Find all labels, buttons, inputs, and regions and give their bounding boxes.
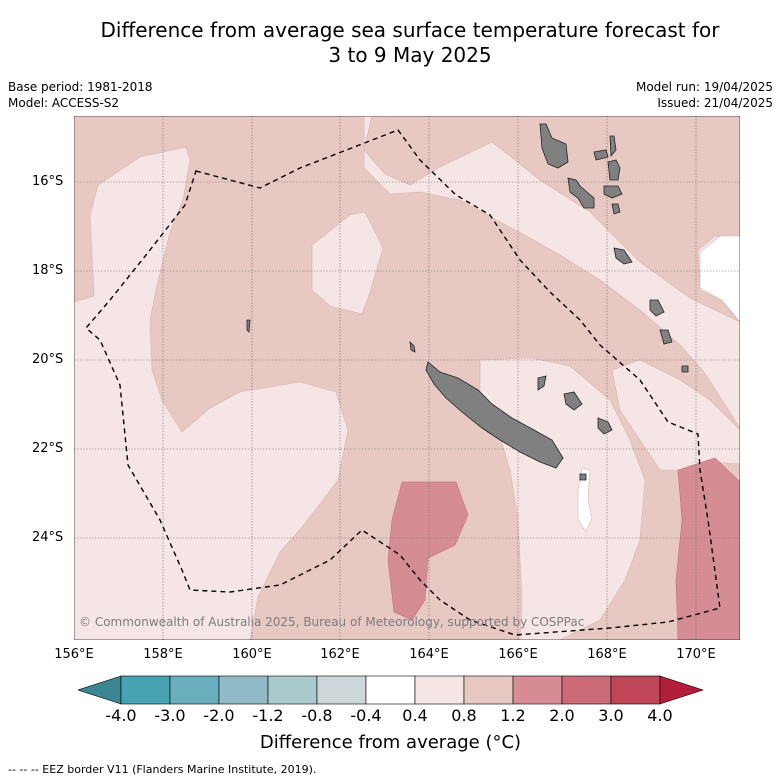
island [537, 375, 547, 391]
lat-tick-20s: 20°S [32, 352, 64, 367]
colorbar-title: Difference from average (°C) [259, 732, 522, 753]
colorbar-swatch [120, 675, 171, 705]
island [246, 319, 251, 333]
colorbar-swatch [610, 675, 661, 705]
island [681, 365, 689, 373]
lon-tick-166e: 166°E [498, 647, 538, 662]
chart-title: Difference from average sea surface temp… [40, 18, 780, 68]
lat-tick-22s: 22°S [32, 441, 64, 456]
copyright-text: © Commonwealth of Australia 2025, Bureau… [79, 615, 585, 629]
island [611, 203, 621, 215]
colorbar-label: -4.0 [105, 706, 137, 725]
new-caledonia-island [425, 361, 564, 469]
island [597, 417, 613, 435]
anomaly-region-0.4-0.8 [363, 116, 740, 640]
anomaly-region-neutral [577, 467, 593, 533]
lon-tick-162e: 162°E [320, 647, 360, 662]
sst-anomaly-map [74, 116, 740, 640]
land-masses [246, 123, 689, 481]
island [603, 185, 623, 199]
colorbar-over-arrow [659, 675, 704, 705]
island [649, 299, 665, 317]
colorbar-under-arrow [78, 675, 122, 705]
eez-footnote: -- -- -- EEZ border V11 (Flanders Marine… [8, 763, 317, 776]
colorbar-label: 3.0 [598, 706, 624, 725]
colorbar [78, 675, 704, 705]
graticule [74, 116, 740, 640]
colorbar-swatch [316, 675, 367, 705]
colorbar-swatch [561, 675, 612, 705]
anomaly-region-neutral [699, 235, 740, 323]
anomaly-region-0.4-0.8 [611, 359, 740, 471]
issued-text: Issued: 21/04/2025 [657, 96, 773, 110]
lon-tick-156e: 156°E [54, 647, 94, 662]
anomaly-region-0.4-0.8 [311, 211, 384, 315]
anomaly-region-0.4-0.8 [74, 146, 349, 640]
lat-tick-18s: 18°S [32, 263, 64, 278]
eez-border-line [85, 129, 721, 636]
model-run-text: Model run: 19/04/2025 [635, 80, 773, 94]
lon-tick-168e: 168°E [587, 647, 627, 662]
lat-tick-24s: 24°S [32, 530, 64, 545]
colorbar-swatch [218, 675, 269, 705]
base-period-text: Base period: 1981-2018 [8, 80, 153, 94]
colorbar-swatch [463, 675, 514, 705]
lon-tick-170e: 170°E [676, 647, 716, 662]
island [607, 159, 621, 181]
island [579, 473, 587, 481]
lon-tick-164e: 164°E [409, 647, 449, 662]
colorbar-label: 0.8 [451, 706, 477, 725]
island [593, 149, 609, 161]
colorbar-swatch [267, 675, 318, 705]
anomaly-region-1.2-2.0 [387, 481, 469, 621]
island [613, 247, 633, 265]
island [659, 329, 673, 345]
title-line-2: 3 to 9 May 2025 [328, 43, 492, 67]
colorbar-label: -1.2 [252, 706, 284, 725]
lat-tick-16s: 16°S [32, 174, 64, 189]
island [563, 391, 583, 411]
colorbar-label: -3.0 [154, 706, 186, 725]
island [539, 123, 569, 169]
colorbar-swatch [512, 675, 563, 705]
meta-left: Base period: 1981-2018 Model: ACCESS-S2 [8, 79, 153, 111]
colorbar-swatch [169, 675, 220, 705]
island [409, 340, 416, 353]
title-line-1: Difference from average sea surface temp… [100, 18, 720, 42]
island [609, 135, 617, 158]
lon-tick-160e: 160°E [232, 647, 272, 662]
colorbar-label: 4.0 [647, 706, 673, 725]
colorbar-label: 1.2 [500, 706, 526, 725]
colorbar-label: 2.0 [549, 706, 575, 725]
island [567, 177, 595, 209]
colorbar-swatch [414, 675, 465, 705]
model-text: Model: ACCESS-S2 [8, 96, 120, 110]
lon-tick-158e: 158°E [143, 647, 183, 662]
colorbar-label: -2.0 [203, 706, 235, 725]
colorbar-label: -0.4 [350, 706, 382, 725]
colorbar-swatch [365, 675, 416, 705]
colorbar-label: -0.8 [301, 706, 333, 725]
colorbar-label: 0.4 [402, 706, 428, 725]
anomaly-region-1.2-2.0 [675, 457, 740, 640]
meta-right: Model run: 19/04/2025 Issued: 21/04/2025 [636, 79, 773, 111]
